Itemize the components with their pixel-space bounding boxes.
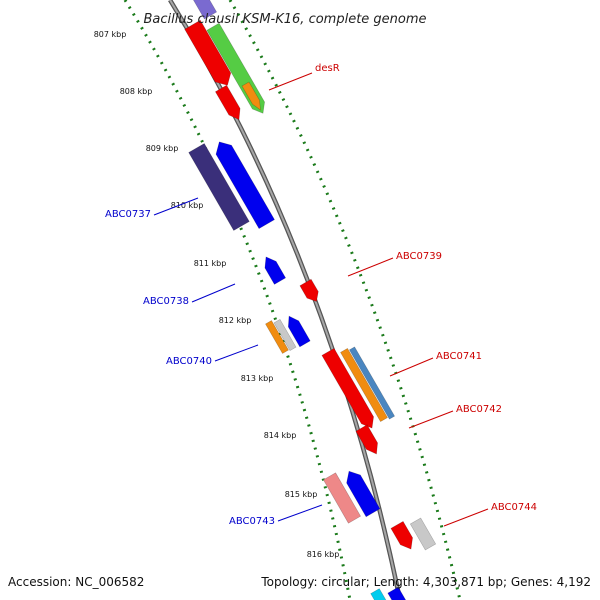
gene-red-upper [184, 19, 232, 86]
gene-orange-abc0741 [340, 347, 388, 423]
leader-line-desR [268, 72, 313, 91]
tick-label: 809 kbp [146, 144, 179, 153]
gene-label-desR: desR [315, 63, 340, 74]
tick-label: 807 kbp [94, 30, 127, 39]
leader-line-abc0742 [408, 410, 454, 429]
gene-orange-desr [241, 81, 261, 111]
gene-top-purple [193, 0, 218, 20]
leader-line-abc0738 [191, 283, 236, 303]
gene-callouts: desR ABC0737 ABC0738 ABC0739 ABC0740 ABC0741 A… [105, 63, 537, 527]
leader-line-abc0740 [214, 344, 259, 362]
gene-pink-abc0743 [322, 472, 362, 524]
accession-label: Accession: NC_006582 [8, 575, 144, 589]
gene-blue-bottom [387, 586, 407, 600]
gene-label-abc0739: ABC0739 [396, 251, 442, 262]
gene-blue-abc0737 [215, 141, 275, 230]
gene-red-abc0741 [321, 347, 374, 429]
gene-red-small-808 [214, 84, 241, 121]
tick-label: 816 kbp [307, 550, 340, 559]
gene-gray-abc0744 [409, 517, 437, 551]
tick-label: 814 kbp [264, 431, 297, 440]
gene-label-abc0738: ABC0738 [143, 296, 189, 307]
leader-line-abc0741 [389, 357, 434, 377]
tick-label: 808 kbp [120, 87, 153, 96]
leader-line-abc0743 [277, 504, 323, 522]
gene-label-abc0744: ABC0744 [491, 502, 537, 513]
gene-label-abc0737: ABC0737 [105, 209, 151, 220]
tick-label: 810 kbp [171, 201, 204, 210]
leader-line-abc0737 [153, 197, 199, 216]
gene-orange-abc0740 [265, 320, 289, 354]
gene-blue-abc0743 [346, 470, 381, 518]
topology-summary: Topology: circular; Length: 4,303,871 bp… [260, 575, 591, 589]
gene-steel-abc0742 [348, 346, 396, 420]
tick-label: 812 kbp [219, 316, 252, 325]
tick-label: 811 kbp [194, 259, 227, 268]
genome-title: Bacillus clausii KSM-K16, complete genom… [143, 12, 426, 27]
gene-dark-blue-abc0737 [188, 143, 250, 231]
gene-red-abc0739 [299, 278, 319, 302]
gene-red-abc0742 [355, 424, 378, 455]
gene-cyan-bottom [370, 588, 387, 600]
gene-label-abc0740: ABC0740 [166, 356, 212, 367]
gene-gray-abc0740 [273, 318, 297, 352]
gene-label-abc0741: ABC0741 [436, 351, 482, 362]
gene-features [184, 0, 437, 600]
gene-label-abc0742: ABC0742 [456, 404, 502, 415]
gene-blue-abc0738 [264, 256, 287, 285]
kbp-tick-labels: 807 kbp 808 kbp 809 kbp 810 kbp 811 kbp 812 k… [94, 30, 340, 559]
leader-line-abc0744 [443, 508, 489, 527]
leader-line-abc0739 [347, 257, 394, 277]
gene-blue-abc0740 [287, 315, 311, 348]
gene-red-abc0744 [390, 520, 413, 550]
tick-label: 813 kbp [241, 374, 274, 383]
gene-label-abc0743: ABC0743 [229, 516, 275, 527]
tick-label: 815 kbp [285, 490, 318, 499]
